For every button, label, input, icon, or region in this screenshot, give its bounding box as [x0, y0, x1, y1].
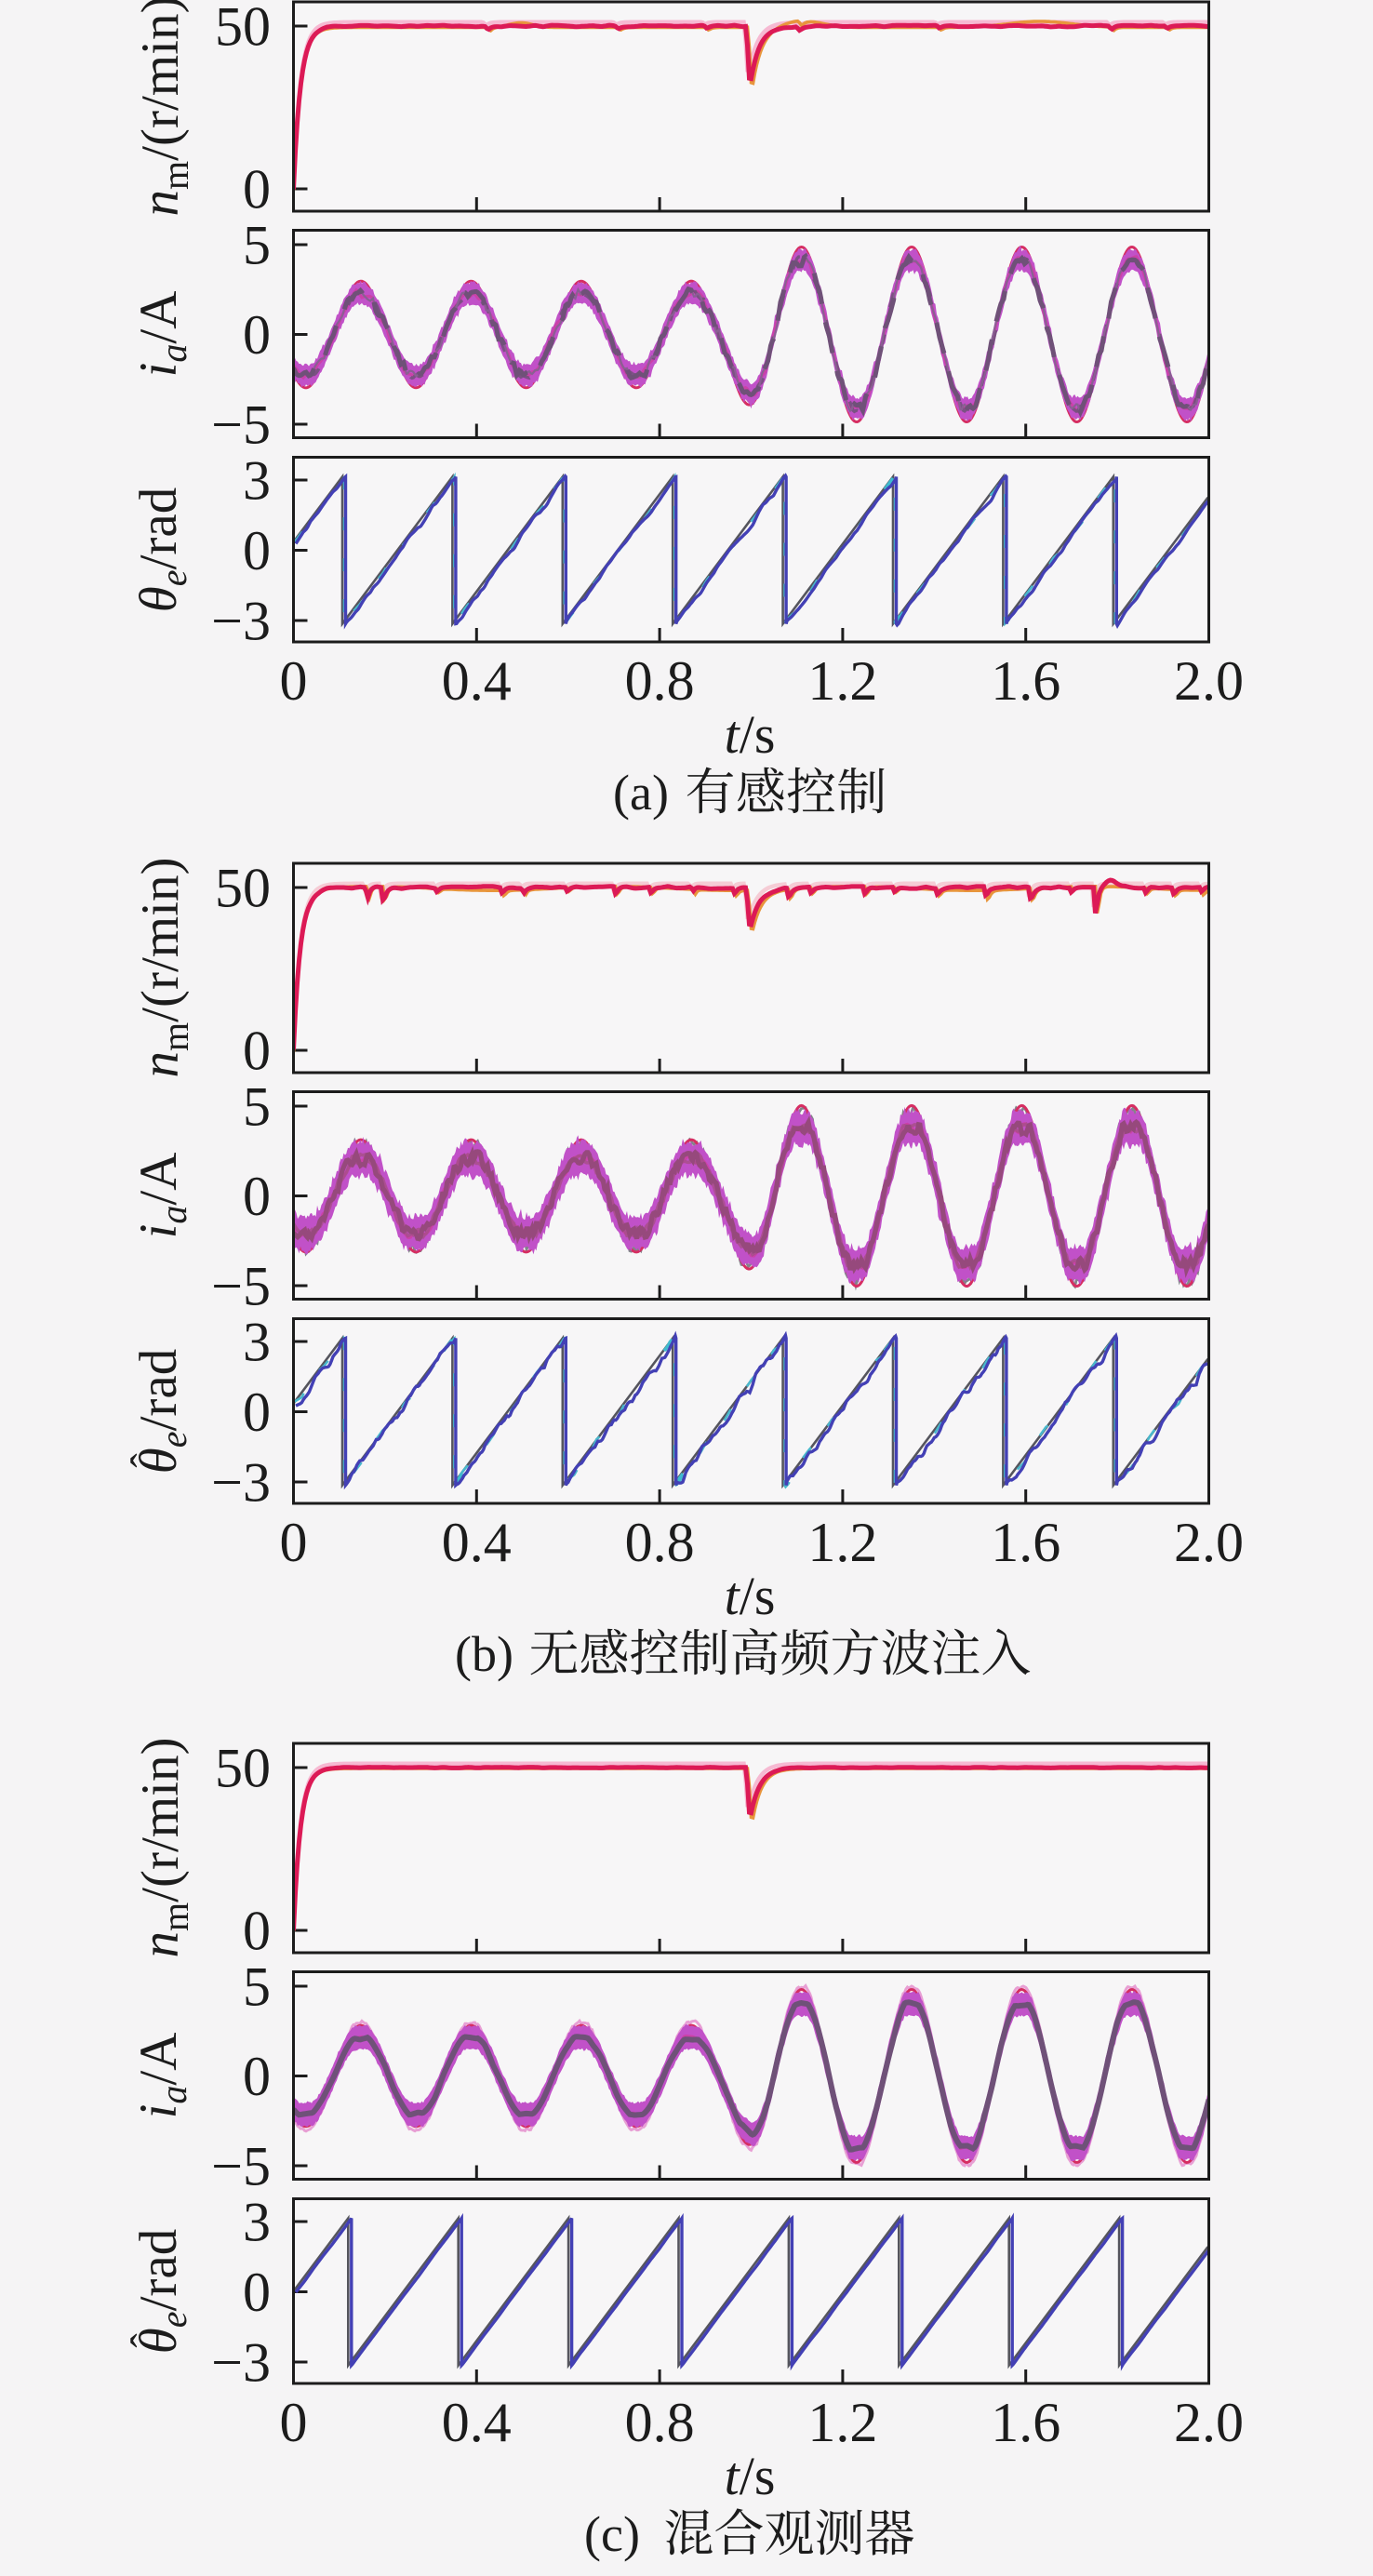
svg-text:0: 0	[243, 159, 271, 220]
svg-text:ˆ: ˆ	[122, 2333, 169, 2347]
svg-text:−5: −5	[211, 394, 271, 456]
svg-text:1.6: 1.6	[991, 650, 1060, 712]
svg-text:50: 50	[215, 858, 271, 919]
svg-text:2.0: 2.0	[1174, 1512, 1244, 1573]
svg-text:1.2: 1.2	[807, 2392, 877, 2453]
svg-text:1.2: 1.2	[807, 650, 877, 712]
svg-text:2.0: 2.0	[1174, 650, 1244, 712]
svg-text:0: 0	[280, 1512, 308, 1573]
svg-text:0: 0	[243, 520, 271, 581]
svg-text:0.4: 0.4	[442, 650, 512, 712]
svg-text:(a): (a)	[613, 765, 669, 821]
svg-text:0.4: 0.4	[442, 1512, 512, 1573]
svg-text:−5: −5	[211, 2136, 271, 2197]
svg-text:0: 0	[280, 2392, 308, 2453]
svg-text:0: 0	[243, 304, 271, 366]
svg-text:3: 3	[243, 1312, 271, 1373]
svg-text:ia/A: ia/A	[129, 1153, 194, 1239]
svg-text:3: 3	[243, 450, 271, 512]
svg-text:θe/rad: θe/rad	[129, 487, 194, 612]
svg-text:−3: −3	[211, 1452, 271, 1514]
svg-text:3: 3	[243, 2192, 271, 2253]
svg-text:0: 0	[243, 2262, 271, 2323]
svg-text:0.4: 0.4	[442, 2392, 512, 2453]
svg-text:ˆ: ˆ	[122, 1453, 169, 1467]
svg-text:−5: −5	[211, 1256, 271, 1317]
svg-text:0: 0	[243, 2046, 271, 2107]
svg-text:t/s: t/s	[725, 2446, 776, 2506]
svg-text:−3: −3	[211, 591, 271, 652]
svg-text:nm/(r/min): nm/(r/min)	[131, 0, 196, 216]
svg-text:t/s: t/s	[725, 1566, 776, 1626]
svg-text:1.6: 1.6	[991, 2392, 1060, 2453]
svg-text:1.6: 1.6	[991, 1512, 1060, 1573]
svg-text:(b): (b)	[455, 1626, 513, 1682]
svg-text:0.8: 0.8	[625, 2392, 695, 2453]
svg-text:t/s: t/s	[725, 704, 776, 765]
svg-text:1.2: 1.2	[807, 1512, 877, 1573]
svg-text:−3: −3	[211, 2332, 271, 2394]
svg-text:nm/(r/min): nm/(r/min)	[131, 1738, 196, 1958]
svg-text:(c): (c)	[584, 2506, 640, 2562]
svg-text:θe/rad: θe/rad	[129, 1349, 194, 1474]
svg-text:5: 5	[243, 215, 271, 276]
svg-text:0: 0	[243, 1021, 271, 1082]
svg-text:5: 5	[243, 1076, 271, 1138]
svg-text:0.8: 0.8	[625, 650, 695, 712]
svg-text:0: 0	[243, 1381, 271, 1443]
svg-text:nm/(r/min): nm/(r/min)	[131, 858, 196, 1078]
svg-text:ia/A: ia/A	[129, 2033, 194, 2119]
svg-text:2.0: 2.0	[1174, 2392, 1244, 2453]
svg-text:5: 5	[243, 1956, 271, 2018]
svg-text:0.8: 0.8	[625, 1512, 695, 1573]
svg-text:0: 0	[243, 1166, 271, 1227]
svg-text:50: 50	[215, 1738, 271, 1799]
svg-text:ia/A: ia/A	[129, 291, 194, 378]
svg-text:0: 0	[280, 650, 308, 712]
svg-text:0: 0	[243, 1901, 271, 1962]
svg-text:θe/rad: θe/rad	[129, 2229, 194, 2354]
svg-text:50: 50	[215, 0, 271, 58]
